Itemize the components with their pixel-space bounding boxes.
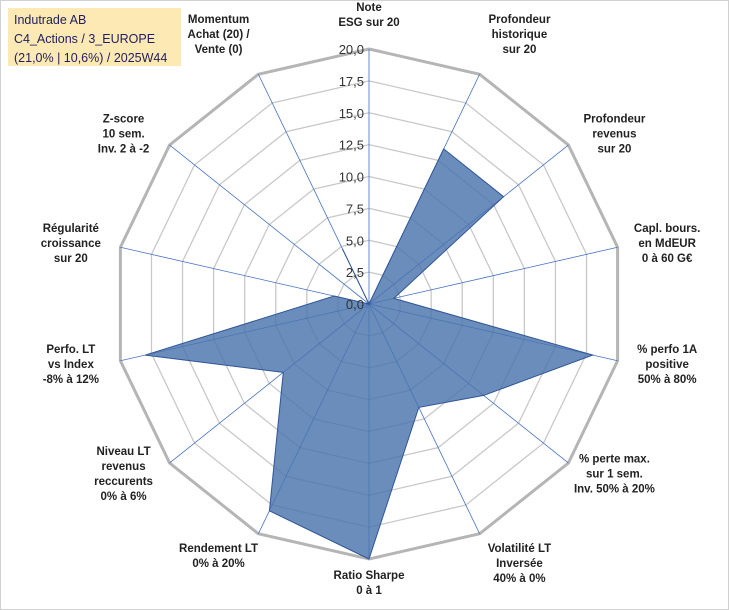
category-label: Régularité croissance sur 20 bbox=[41, 223, 101, 265]
category-path: C4_Actions / 3_EUROPE bbox=[14, 32, 156, 46]
category-label: Note ESG sur 20 bbox=[338, 2, 399, 29]
category-label: Profondeur historique sur 20 bbox=[488, 14, 550, 56]
category-label: Z-score 10 sem. Inv. 2 à -2 bbox=[98, 113, 150, 155]
category-label: Capl. bours. en MdEUR 0 à 60 G€ bbox=[634, 223, 700, 265]
performance-week: (21,0% | 10,6%) / 2025W44 bbox=[14, 51, 168, 65]
axis-spoke bbox=[368, 246, 618, 305]
tick-label: 7,5 bbox=[346, 201, 364, 216]
category-label: Momentum Achat (20) / Vente (0) bbox=[188, 14, 251, 56]
tick-label: 12,5 bbox=[339, 138, 364, 153]
info-box: Indutrade AB C4_Actions / 3_EUROPE (21,0… bbox=[8, 8, 181, 66]
radial-tick-labels: 0,0 2,5 5,0 7,5 10,0 12,5 15,0 17,5 20,0 bbox=[339, 42, 364, 312]
tick-label: 0,0 bbox=[346, 297, 364, 312]
category-label: Perfo. LT vs Index -8% à 12% bbox=[43, 344, 99, 386]
category-label: Rendement LT 0% à 20% bbox=[179, 543, 258, 570]
tick-label: 10,0 bbox=[339, 170, 364, 185]
series-area bbox=[145, 148, 595, 560]
category-label: % perfo 1A positive 50% à 80% bbox=[637, 344, 697, 386]
tick-label: 15,0 bbox=[339, 106, 364, 121]
category-label: % perte max. sur 1 sem. Inv. 50% à 20% bbox=[574, 454, 655, 496]
radar-series bbox=[145, 148, 595, 560]
tick-label: 20,0 bbox=[339, 42, 364, 57]
category-labels: Note ESG sur 20 Profondeur historique sur 20… bbox=[41, 2, 701, 597]
category-label: Volatilité LT Inversée 40% à 0% bbox=[488, 543, 551, 585]
tick-label: 17,5 bbox=[339, 74, 364, 89]
stock-name: Indutrade AB bbox=[14, 13, 87, 27]
tick-label: 5,0 bbox=[346, 233, 364, 248]
category-label: Niveau LT revenus reccurents 0% à 6% bbox=[94, 446, 153, 503]
axis-spoke bbox=[120, 246, 370, 305]
category-label: Ratio Sharpe 0 à 1 bbox=[334, 570, 405, 597]
category-label: Profondeur revenus sur 20 bbox=[583, 113, 645, 155]
tick-label: 2,5 bbox=[346, 265, 364, 280]
axis-spoke bbox=[169, 144, 370, 305]
